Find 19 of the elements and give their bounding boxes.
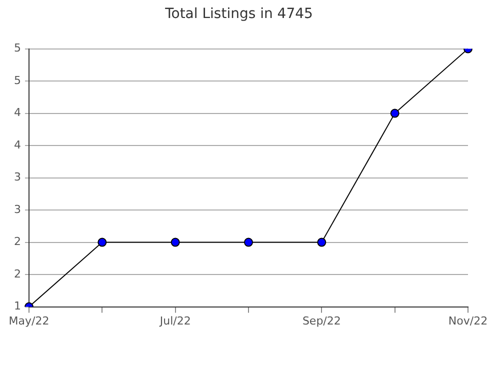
x-tick-label: May/22 <box>8 314 50 328</box>
point <box>98 238 107 247</box>
y-tick-label: 2 <box>14 267 21 280</box>
y-tick-label: 3 <box>14 170 21 184</box>
y-tick-label: 2 <box>14 235 21 248</box>
y-tick-label: 5 <box>14 42 21 55</box>
point <box>317 238 326 247</box>
x-tick-label: Nov/22 <box>448 314 488 328</box>
x-tick-label: Sep/22 <box>302 314 341 328</box>
y-tick-label: 1 <box>14 300 21 313</box>
point <box>390 108 400 118</box>
y-tick-label: 5 <box>14 74 21 87</box>
point <box>244 238 253 247</box>
y-tick-label: 4 <box>14 138 21 152</box>
point <box>170 238 180 247</box>
chart-title: Total Listings in 4745 <box>164 6 313 22</box>
y-tick-label: 3 <box>14 202 21 216</box>
y-tick-label: 4 <box>14 106 21 120</box>
x-tick-label: Jul/22 <box>158 314 191 328</box>
